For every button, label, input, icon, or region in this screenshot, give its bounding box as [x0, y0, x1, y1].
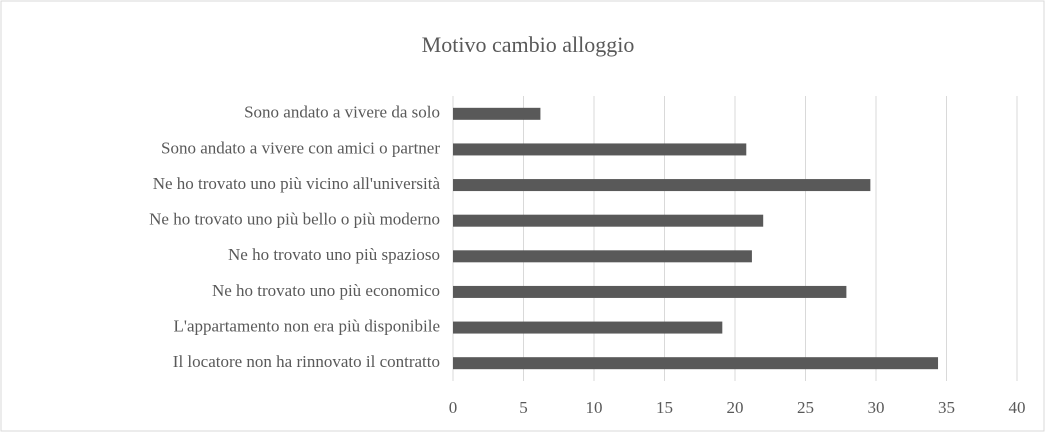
y-tick-label: Ne ho trovato uno più bello o più modern…: [149, 210, 440, 229]
x-tick-label: 40: [1009, 398, 1026, 417]
bar: [453, 107, 541, 120]
x-tick-label: 30: [868, 398, 885, 417]
bar: [453, 250, 752, 263]
bar: [453, 143, 747, 156]
x-tick-label: 25: [797, 398, 814, 417]
x-tick-label: 35: [938, 398, 955, 417]
bar: [453, 179, 871, 192]
y-tick-label: Ne ho trovato uno più economico: [212, 281, 440, 300]
chart-title: Motivo cambio alloggio: [422, 32, 635, 57]
bar: [453, 214, 764, 227]
y-tick-label: Ne ho trovato uno più spazioso: [228, 245, 440, 264]
x-tick-label: 15: [656, 398, 673, 417]
x-tick-label: 20: [727, 398, 744, 417]
y-tick-label: L'appartamento non era più disponibile: [174, 316, 441, 335]
bar: [453, 321, 723, 334]
bar: [453, 285, 847, 298]
y-tick-label: Sono andato a vivere con amici o partner: [161, 138, 440, 157]
y-tick-label: Sono andato a vivere da solo: [244, 103, 440, 122]
y-tick-label: Il locatore non ha rinnovato il contratt…: [173, 352, 440, 371]
x-tick-label: 5: [519, 398, 528, 417]
x-tick-label: 10: [586, 398, 603, 417]
y-tick-label: Ne ho trovato uno più vicino all'univers…: [153, 174, 441, 193]
bar: [453, 357, 939, 370]
x-tick-label: 0: [449, 398, 458, 417]
